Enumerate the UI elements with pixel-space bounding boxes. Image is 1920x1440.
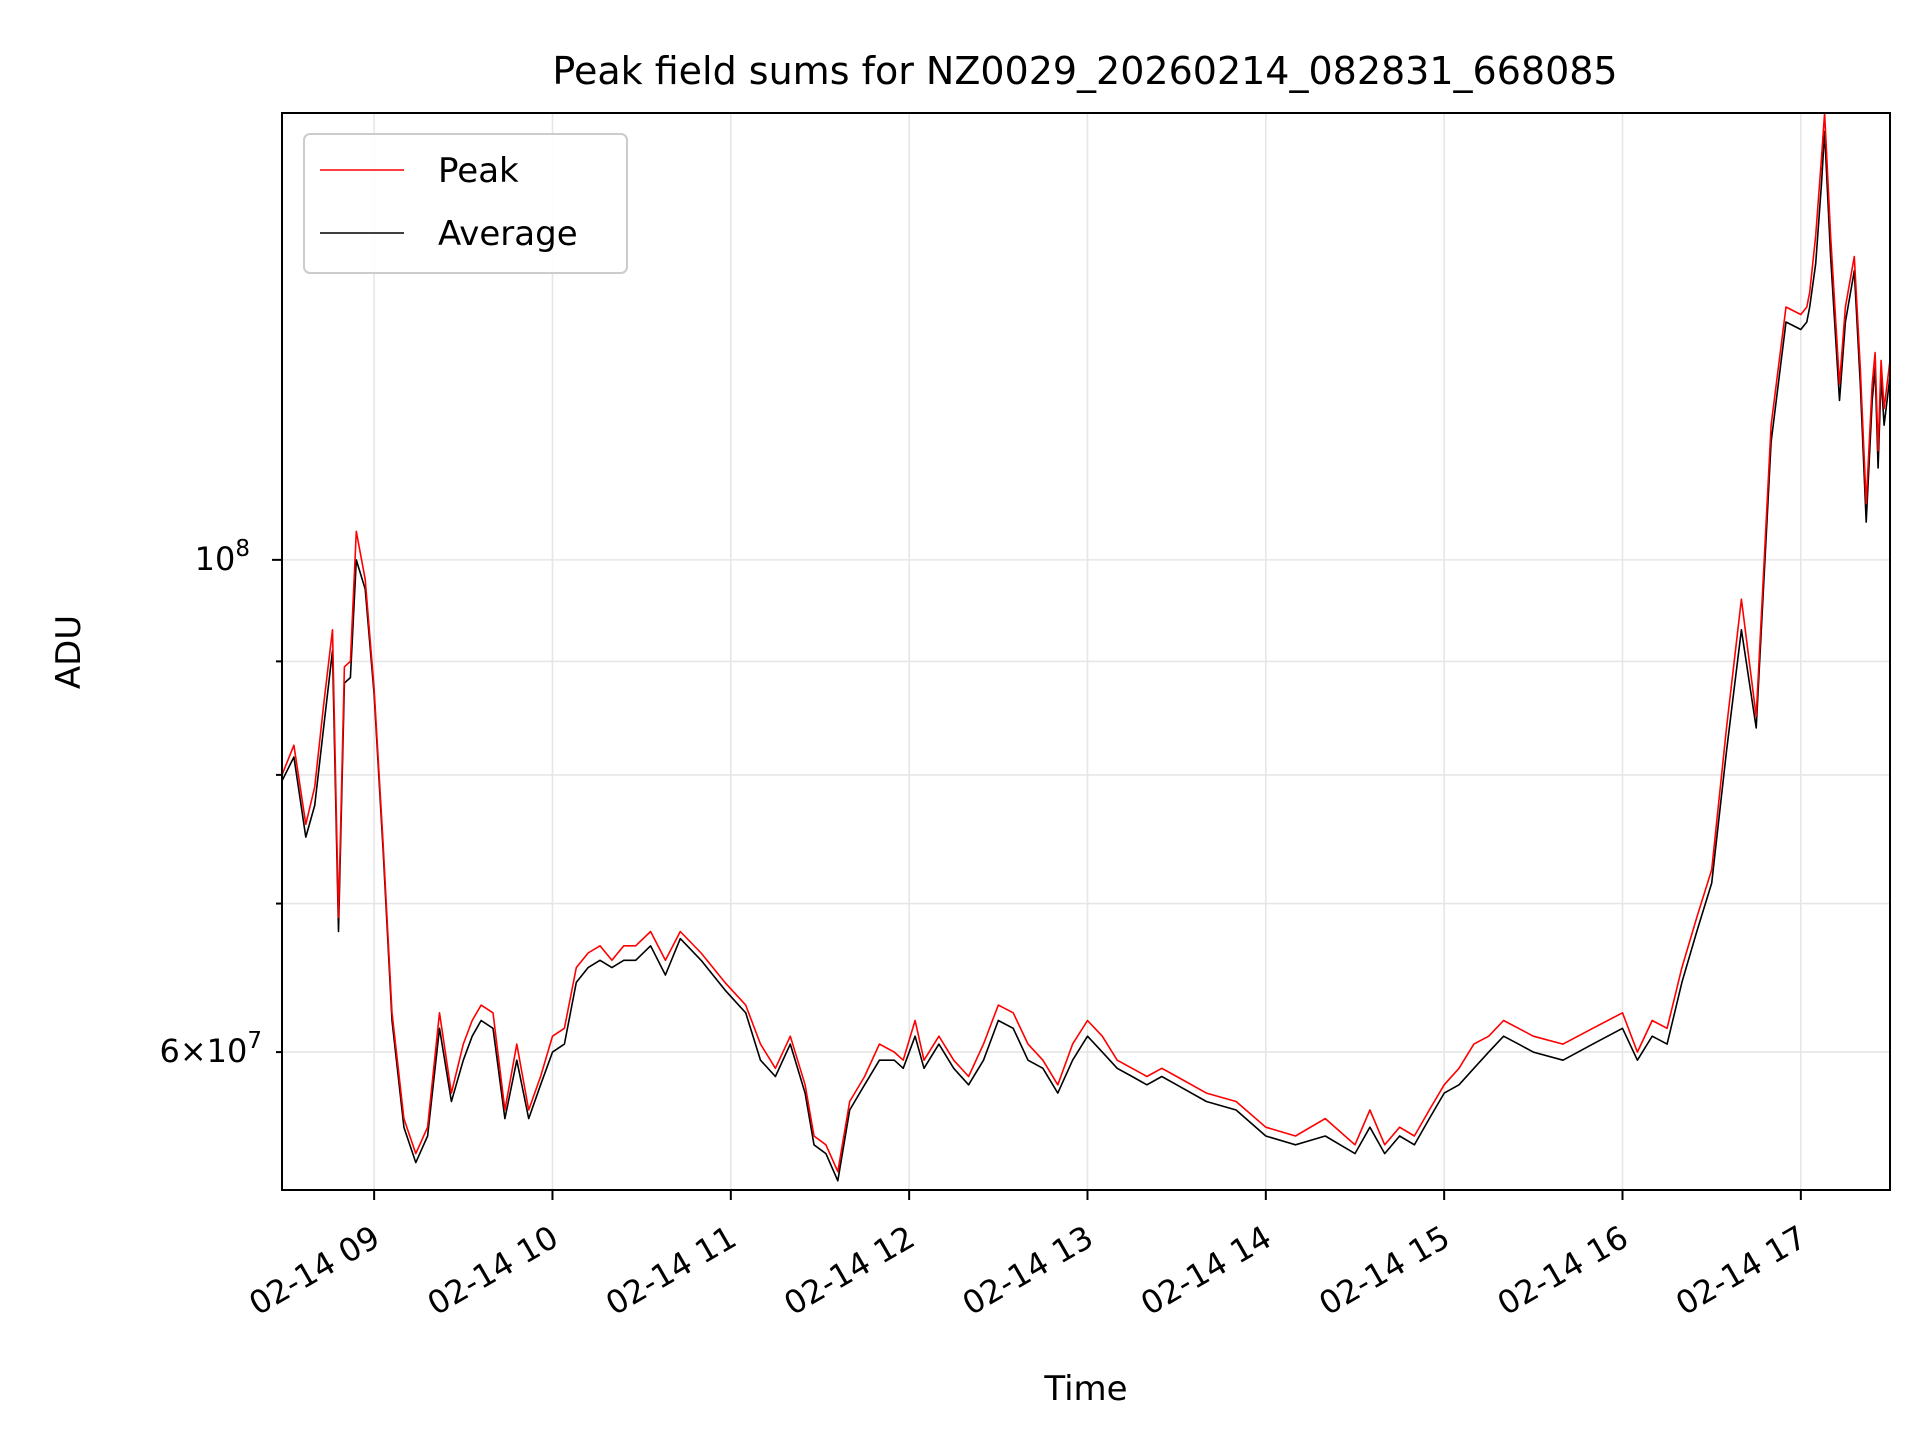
- average-series-line: [281, 130, 1891, 1182]
- y-axis-ticks: 108 6×107: [159, 536, 282, 1070]
- x-tick-label: 02-14 12: [778, 1218, 922, 1323]
- x-tick-label: 02-14 15: [1313, 1218, 1457, 1323]
- legend-box: [303, 133, 628, 274]
- y-axis-label: ADU: [49, 615, 89, 689]
- grid: [282, 113, 1890, 1190]
- x-tick-label: 02-14 11: [599, 1218, 743, 1323]
- peak-series-line: [281, 112, 1891, 1173]
- legend: Peak Average: [303, 133, 628, 274]
- x-axis-label: Time: [1043, 1369, 1127, 1409]
- legend-average-label: Average: [438, 214, 578, 254]
- x-tick-label: 02-14 10: [421, 1218, 565, 1323]
- y-tick-label-minor: 6×107: [159, 1028, 262, 1070]
- legend-peak-label: Peak: [438, 151, 519, 191]
- x-tick-label: 02-14 14: [1134, 1218, 1278, 1323]
- x-tick-label: 02-14 13: [956, 1218, 1100, 1323]
- x-tick-label: 02-14 09: [243, 1218, 387, 1323]
- plot-frame: [281, 112, 1891, 1191]
- chart-title: Peak field sums for NZ0029_20260214_0828…: [552, 49, 1617, 93]
- x-axis-ticks: 02-14 09 02-14 10 02-14 11 02-14 12 02-14 13…: [243, 1190, 1813, 1323]
- y-tick-label-major: 108: [195, 536, 250, 578]
- x-tick-label: 02-14 16: [1491, 1218, 1635, 1323]
- x-tick-label: 02-14 17: [1669, 1218, 1813, 1323]
